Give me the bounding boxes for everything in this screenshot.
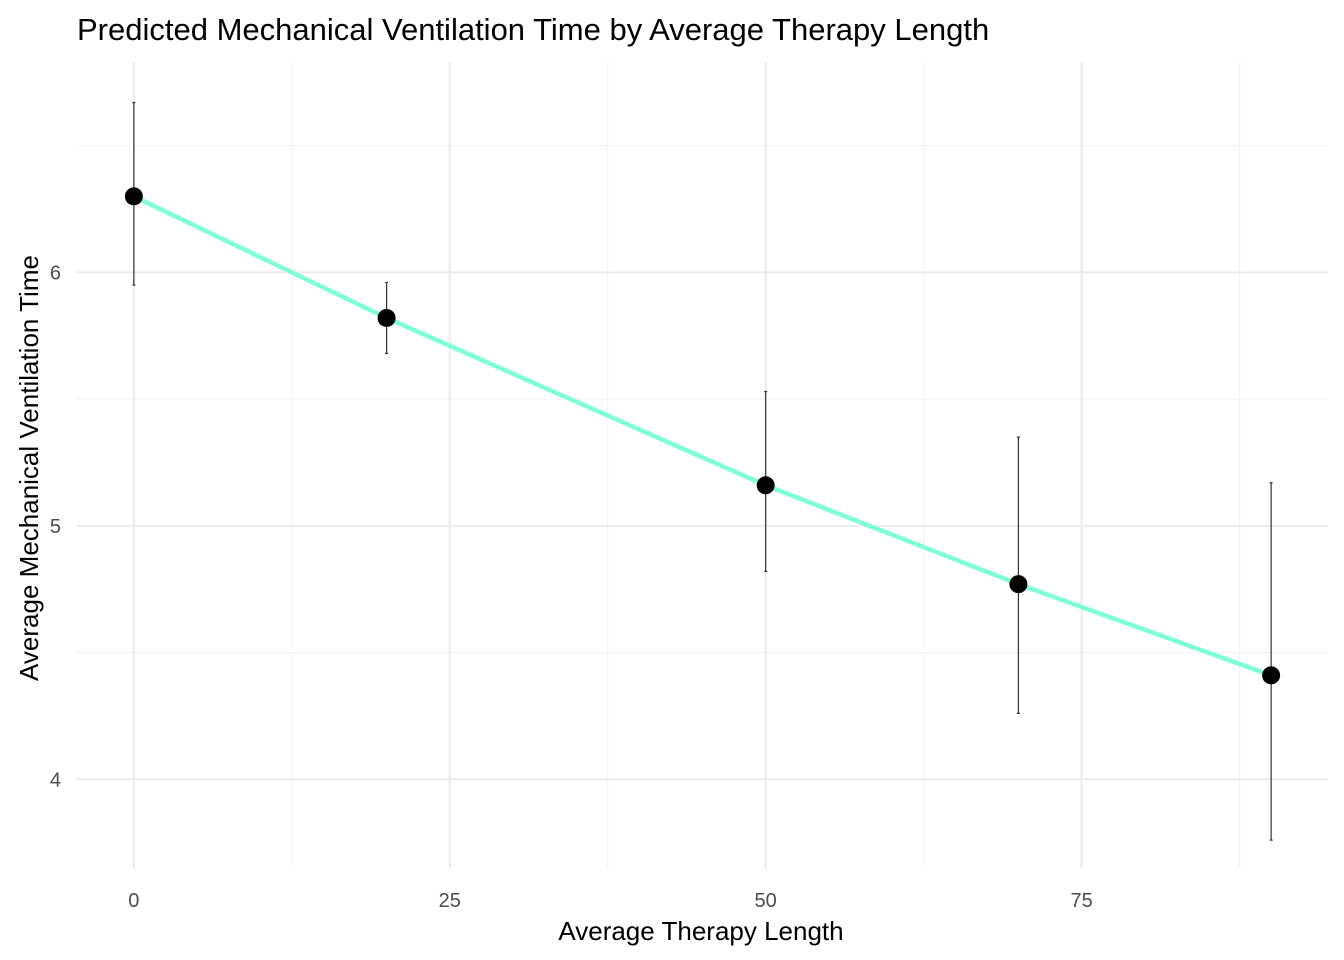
errorbar-layer: [132, 101, 1273, 841]
x-tick-label: 75: [1070, 890, 1092, 912]
x-tick-label: 0: [128, 890, 139, 912]
line-layer: [132, 194, 1272, 678]
data-point: [1009, 575, 1028, 594]
x-tick-label: 25: [439, 890, 461, 912]
data-point: [1262, 666, 1281, 685]
x-tick-label: 50: [755, 890, 777, 912]
y-tick-label: 6: [50, 262, 61, 284]
series-line: [132, 194, 1272, 678]
y-tick-label: 5: [50, 516, 61, 538]
x-axis-title: Average Therapy Length: [558, 916, 843, 946]
data-point: [377, 308, 396, 327]
data-point: [756, 476, 775, 495]
data-point: [124, 187, 143, 206]
point-layer: [124, 187, 1281, 685]
tick-layer: 0 25 50 75 4 5 6: [50, 262, 1093, 912]
y-tick-label: 4: [50, 769, 61, 791]
chart-title: Predicted Mechanical Ventilation Time by…: [77, 12, 989, 47]
grid-layer: [77, 62, 1328, 868]
y-axis-title: Average Mechanical Ventilation Time: [14, 255, 44, 681]
